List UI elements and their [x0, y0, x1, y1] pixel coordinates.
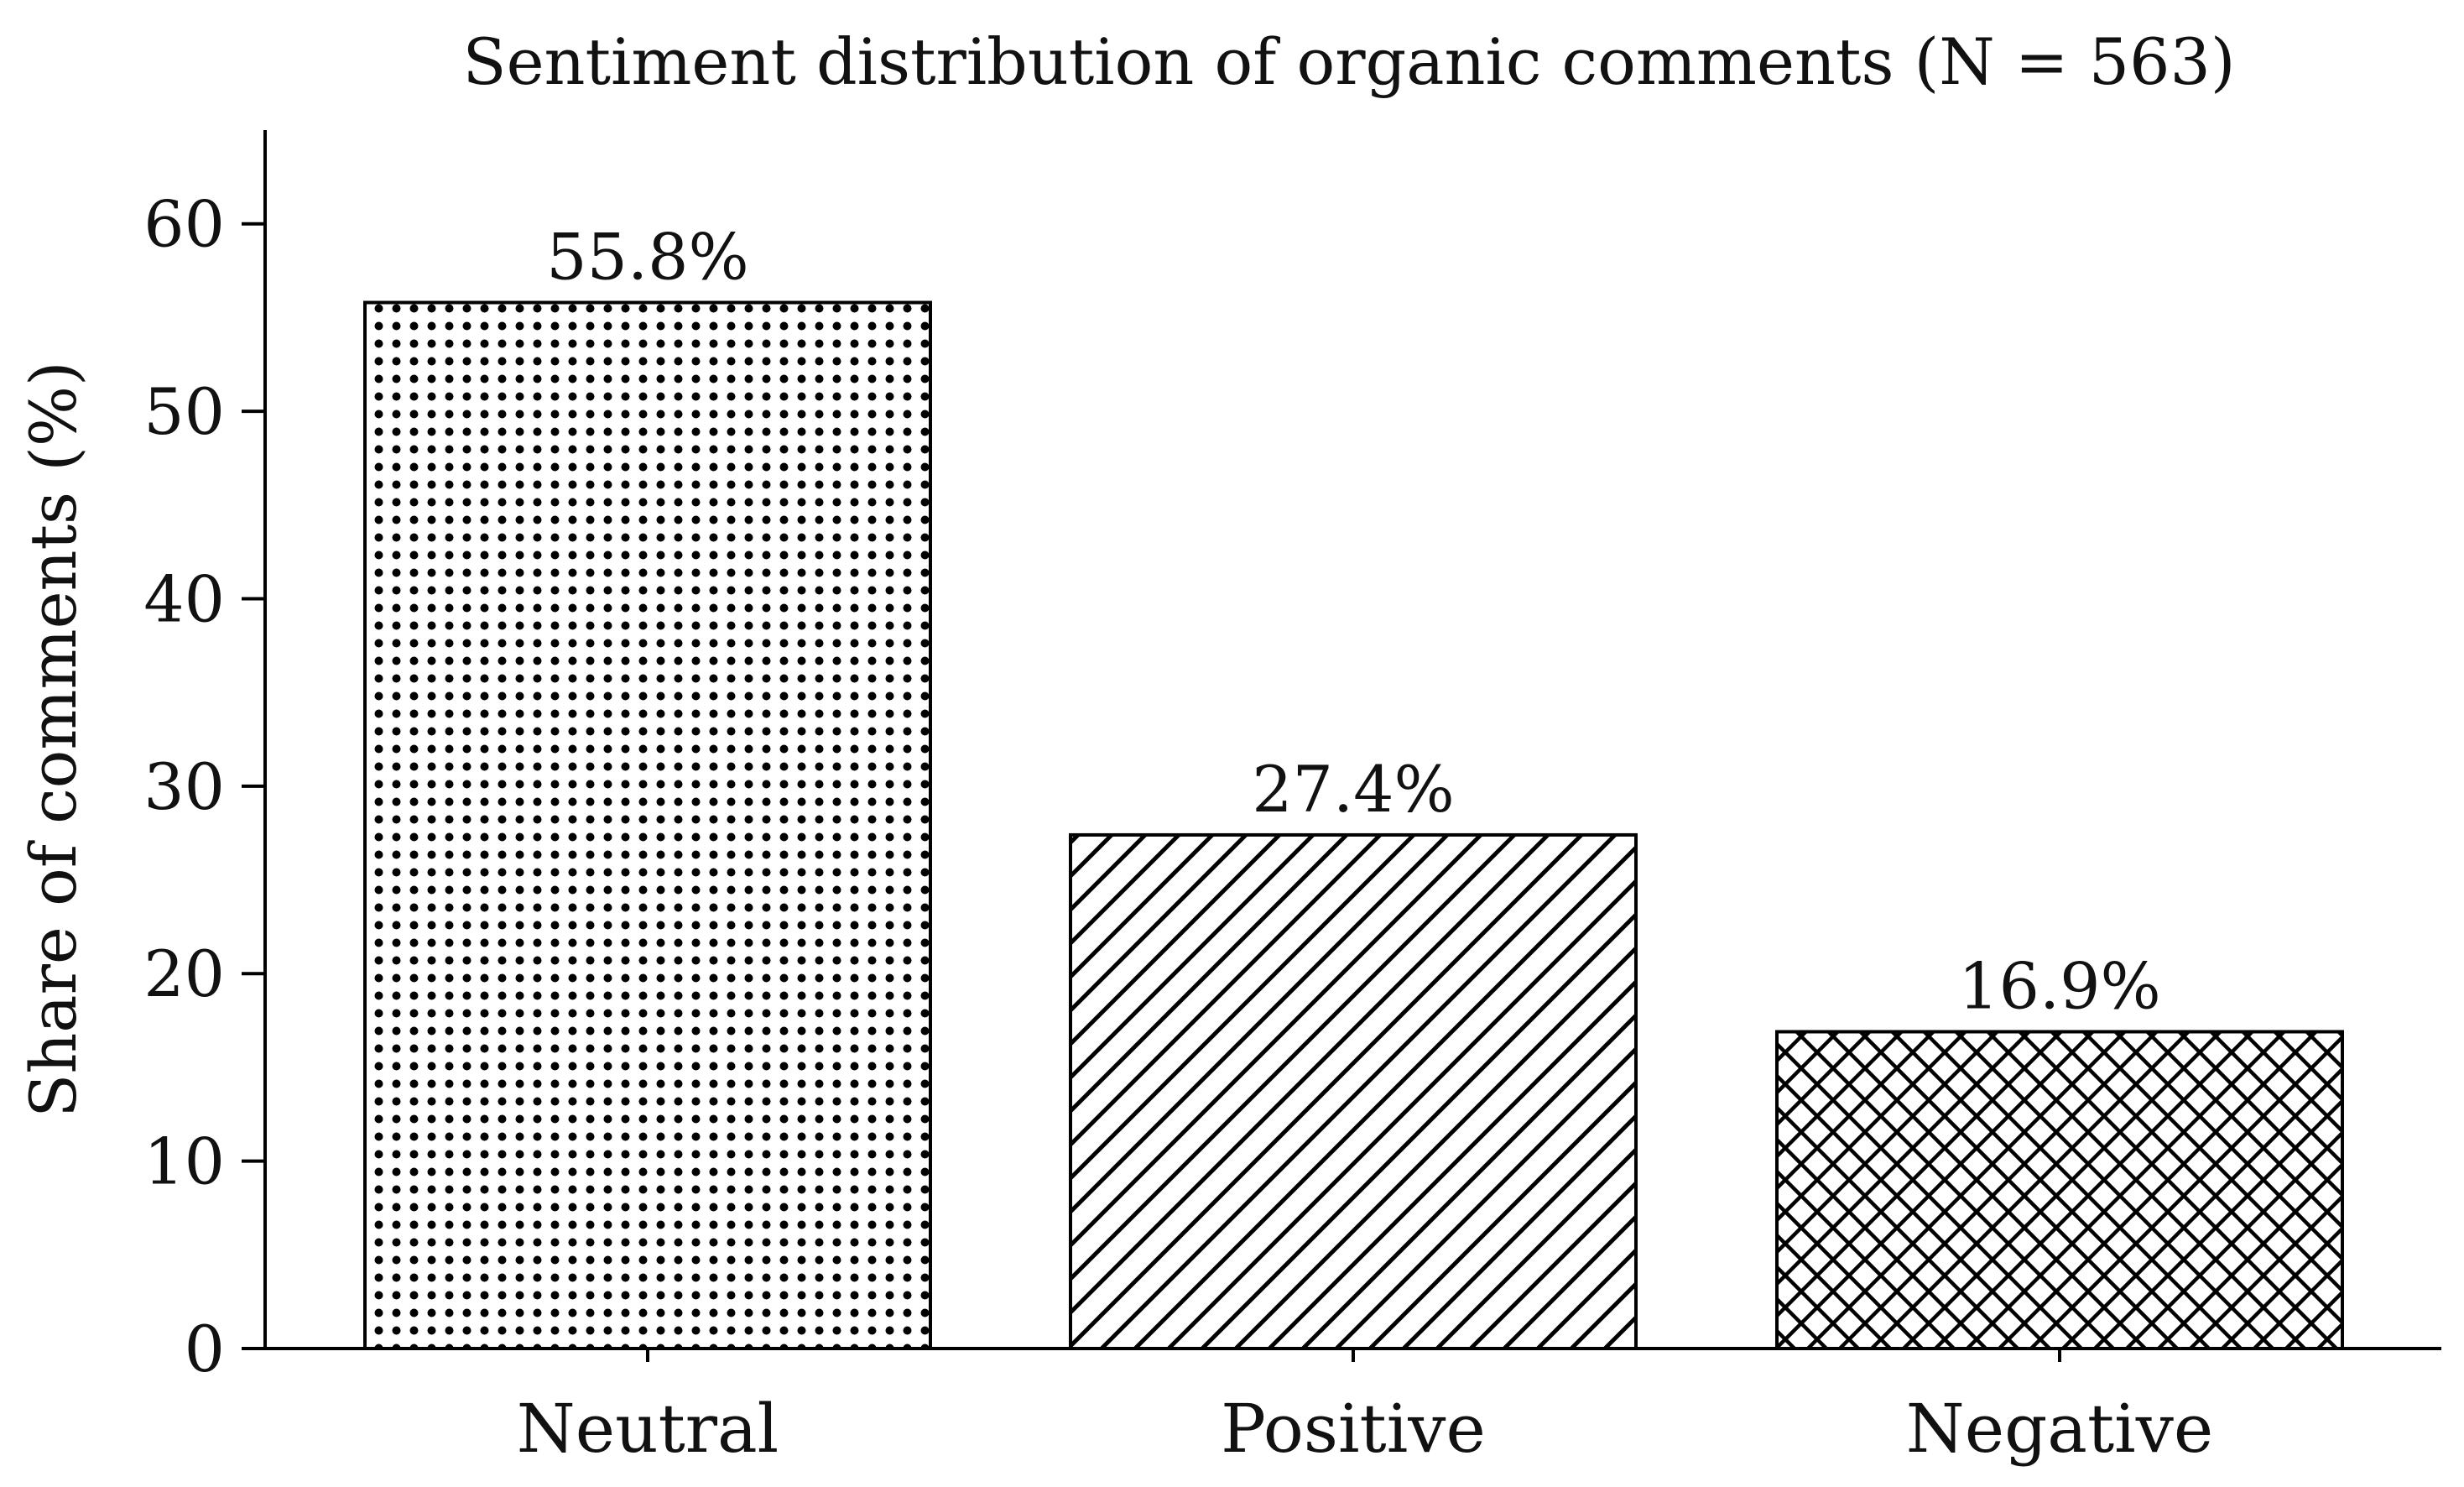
y-axis-label: Share of comments (%) [16, 361, 91, 1117]
value-labels-layer: 55.8% 27.4% 16.9% [546, 220, 2160, 1024]
y-tick-label: 60 [143, 187, 225, 262]
bar-negative [1775, 1030, 2344, 1350]
bars-layer [363, 300, 2344, 1351]
y-tick-label: 50 [143, 374, 225, 449]
x-tick-label-negative: Negative [1906, 1390, 2214, 1468]
bar-positive [1069, 832, 1638, 1350]
y-tick-label: 40 [143, 561, 225, 636]
y-tick-label: 10 [143, 1124, 225, 1199]
value-label-neutral: 55.8% [546, 220, 748, 295]
y-tick-label: 20 [143, 937, 225, 1011]
chart-title: Sentiment distribution of organic commen… [463, 24, 2236, 99]
x-ticks-layer: Neutral Positive Negative [517, 1349, 2214, 1468]
value-label-positive: 27.4% [1252, 752, 1454, 827]
bar-neutral [363, 300, 932, 1351]
y-tick-label: 30 [143, 749, 225, 824]
y-tick-label: 0 [185, 1312, 225, 1386]
x-tick-label-neutral: Neutral [517, 1390, 779, 1468]
x-tick-label-positive: Positive [1221, 1390, 1486, 1468]
value-label-negative: 16.9% [1958, 948, 2160, 1023]
y-ticks-layer: 0 10 20 30 40 50 60 [143, 187, 265, 1386]
